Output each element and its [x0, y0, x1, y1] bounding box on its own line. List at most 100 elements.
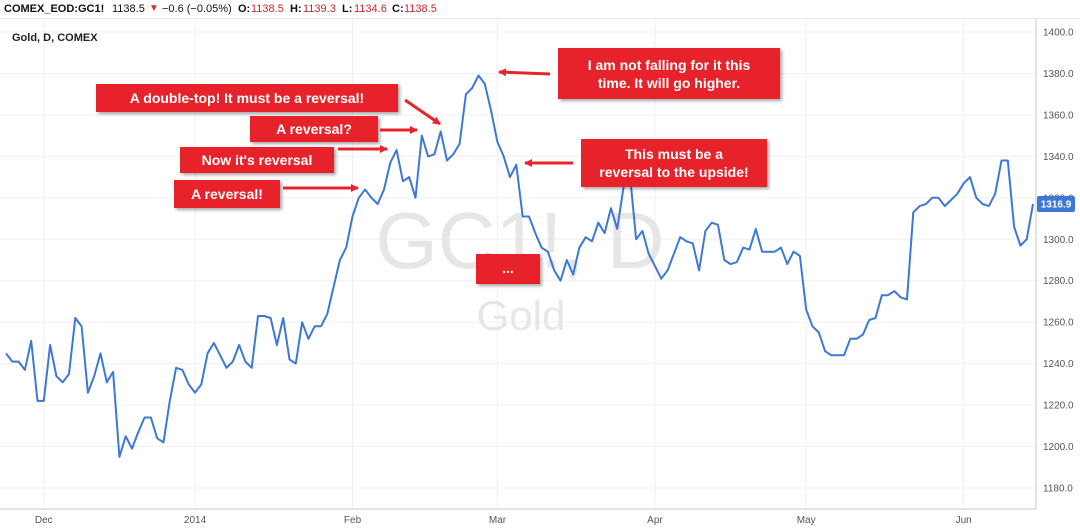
- y-axis[interactable]: 1180.0 1200.0 1220.0 1240.0 1260.0 1280.0 1300…: [1043, 28, 1074, 495]
- data-point: [616, 228, 618, 230]
- data-point: [188, 383, 190, 385]
- down-triangle-icon: ▼: [149, 3, 159, 14]
- y-tick-label: 1260.0: [1043, 318, 1074, 329]
- annotation-now-reversal-text: Now it's reversal: [202, 152, 313, 168]
- data-point: [641, 230, 643, 232]
- data-point: [496, 141, 498, 143]
- data-point: [307, 338, 309, 340]
- series-gold: [5, 74, 1034, 458]
- data-point: [875, 317, 877, 319]
- data-point: [326, 313, 328, 315]
- data-point: [862, 334, 864, 336]
- data-point: [74, 317, 76, 319]
- x-tick-label: Feb: [344, 515, 362, 526]
- data-point: [856, 338, 858, 340]
- data-point: [137, 431, 139, 433]
- annotation-double-top-box: [96, 84, 398, 112]
- price-change: −0.6 (−0.05%): [162, 3, 232, 15]
- data-point: [969, 176, 971, 178]
- data-point: [755, 228, 757, 230]
- data-point: [975, 197, 977, 199]
- data-point: [125, 435, 127, 437]
- annotation-not-falling-line2: time. It will go higher.: [598, 75, 740, 91]
- data-point: [389, 162, 391, 164]
- data-point: [1032, 203, 1034, 205]
- y-tick-label: 1220.0: [1043, 401, 1074, 412]
- data-point: [169, 400, 171, 402]
- data-point: [931, 197, 933, 199]
- data-point: [881, 294, 883, 296]
- data-point: [383, 189, 385, 191]
- data-point: [314, 325, 316, 327]
- data-point: [654, 265, 656, 267]
- data-point: [55, 375, 57, 377]
- data-point: [232, 361, 234, 363]
- data-point: [635, 238, 637, 240]
- data-point: [345, 247, 347, 249]
- x-tick-label: May: [797, 515, 816, 526]
- annotation-reversal-question-box: [250, 116, 378, 142]
- data-point: [1001, 160, 1003, 162]
- data-point: [919, 205, 921, 207]
- data-point: [270, 317, 272, 319]
- last-price-tag: 1316.9: [1037, 196, 1075, 212]
- close-value: 1138.5: [404, 3, 437, 15]
- data-point: [604, 232, 606, 234]
- data-point: [982, 203, 984, 205]
- data-point: [377, 203, 379, 205]
- data-point: [597, 222, 599, 224]
- symbol-name[interactable]: COMEX_EOD:GC1!: [4, 3, 105, 15]
- data-point: [112, 371, 114, 373]
- data-point: [509, 176, 511, 178]
- x-tick-label: Jun: [956, 515, 972, 526]
- data-point: [648, 253, 650, 255]
- data-point: [591, 240, 593, 242]
- data-point: [320, 325, 322, 327]
- data-point: [276, 344, 278, 346]
- close-label: C:: [392, 3, 404, 15]
- data-point: [534, 232, 536, 234]
- data-point: [118, 456, 120, 458]
- data-point: [742, 247, 744, 249]
- data-point: [698, 269, 700, 271]
- data-point: [213, 342, 215, 344]
- data-point: [257, 315, 259, 317]
- y-tick-label: 1180.0: [1043, 484, 1073, 495]
- data-point: [415, 197, 417, 199]
- data-point: [452, 153, 454, 155]
- annotation-reversal-question-text: A reversal?: [276, 121, 352, 137]
- annotation-upside-line1: This must be a: [625, 146, 723, 162]
- data-point: [522, 216, 524, 218]
- data-point: [295, 363, 297, 365]
- x-axis[interactable]: Dec2014FebMarAprMayJunJul17: [35, 515, 1080, 526]
- data-point: [956, 193, 958, 195]
- data-point: [692, 242, 694, 244]
- y-tick-label: 1400.0: [1043, 28, 1074, 39]
- data-point: [459, 143, 461, 145]
- data-point: [950, 199, 952, 201]
- low-label: L:: [342, 3, 353, 15]
- annotation-double-top: A double-top! It must be a reversal!: [96, 84, 441, 126]
- data-point: [194, 392, 196, 394]
- annotation-ellipsis-box: [476, 254, 540, 284]
- data-point: [673, 253, 675, 255]
- data-point: [87, 392, 89, 394]
- data-point: [440, 131, 442, 133]
- x-tick-label: 2014: [184, 515, 207, 526]
- data-point: [5, 352, 7, 354]
- data-point: [528, 216, 530, 218]
- data-point: [667, 269, 669, 271]
- data-point: [824, 350, 826, 352]
- data-point: [793, 251, 795, 253]
- data-point: [484, 83, 486, 85]
- data-point: [585, 236, 587, 238]
- data-point: [1013, 226, 1015, 228]
- data-point: [994, 193, 996, 195]
- data-point: [837, 354, 839, 356]
- data-point: [24, 369, 26, 371]
- data-point: [503, 155, 505, 157]
- data-point: [37, 400, 39, 402]
- data-point: [339, 259, 341, 261]
- annotation-reversal-box: [174, 180, 280, 208]
